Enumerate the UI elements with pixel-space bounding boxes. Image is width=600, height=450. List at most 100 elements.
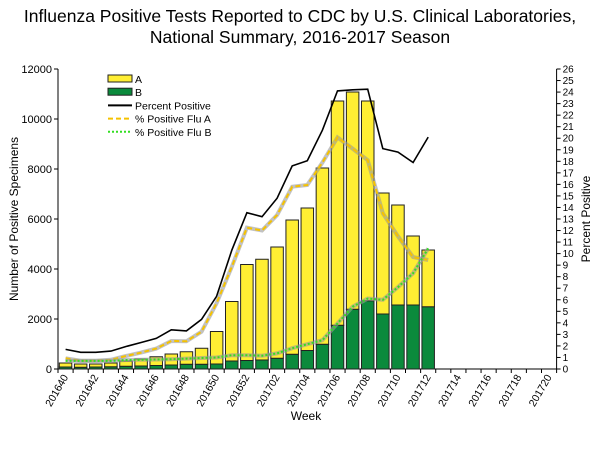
x-tick-label: 201720	[527, 372, 555, 408]
y2-tick-label: 8	[563, 272, 569, 283]
y-tick-label: 8000	[28, 164, 52, 176]
y2-tick-label: 26	[563, 65, 575, 76]
legend-label: Percent Positive	[135, 100, 211, 112]
bar-b	[376, 313, 390, 370]
x-tick-label: 201702	[255, 372, 283, 408]
y2-tick-label: 12	[563, 226, 575, 237]
bar-b	[179, 363, 194, 370]
y2-tick-label: 6	[563, 295, 569, 306]
x-tick-label: 201704	[285, 372, 313, 408]
bar-b	[315, 343, 330, 370]
bar-a	[104, 362, 118, 368]
bar-b	[194, 363, 209, 370]
x-tick-label: 201652	[225, 372, 253, 408]
bar-b	[300, 350, 315, 370]
x-tick-label: 201646	[134, 372, 162, 408]
bar-b	[225, 360, 239, 370]
bar-b	[421, 306, 435, 370]
bar-a	[315, 167, 330, 345]
bar-a	[300, 207, 315, 351]
x-axis-title: Week	[291, 409, 322, 423]
bar-a	[376, 192, 390, 315]
y2-tick-label: 10	[563, 249, 575, 260]
y2-tick-label: 1	[563, 353, 569, 364]
bar-a	[89, 363, 103, 368]
y-axis-title: Number of Positive Specimens	[7, 137, 21, 301]
bar-b	[285, 353, 299, 370]
x-tick-label: 201644	[104, 372, 132, 408]
bar-a	[225, 301, 239, 362]
y2-tick-label: 21	[563, 122, 575, 133]
bar-b	[255, 359, 269, 370]
chart-title-line1: Influenza Positive Tests Reported to CDC…	[23, 6, 577, 26]
bar-a	[330, 100, 345, 326]
y2-axis-title: Percent Positive	[579, 175, 593, 262]
y2-tick-label: 7	[563, 284, 569, 295]
bar-b	[270, 357, 284, 370]
bar-b	[360, 300, 375, 370]
x-tick-label: 201712	[406, 372, 434, 408]
legend-swatch	[107, 87, 133, 96]
y-tick-label: 10000	[21, 114, 52, 126]
x-tick-label: 201642	[73, 372, 101, 408]
bar-a	[285, 219, 299, 355]
x-tick-label: 201718	[497, 372, 525, 408]
bar-b	[406, 304, 420, 370]
y2-tick-label: 2	[563, 341, 569, 352]
x-tick-label: 201708	[345, 372, 373, 408]
y2-tick-label: 4	[563, 318, 569, 329]
legend-label: B	[135, 87, 142, 99]
legend-label: A	[135, 74, 142, 86]
y2-tick-label: 20	[563, 134, 575, 145]
x-tick-label: 201716	[466, 372, 494, 408]
x-tick-label: 201640	[43, 372, 71, 408]
bar-a	[360, 100, 375, 302]
bar-b	[149, 365, 163, 370]
y2-tick-label: 11	[563, 238, 574, 249]
x-tick-label: 201714	[436, 372, 464, 408]
y2-tick-label: 24	[563, 88, 575, 99]
y-tick-label: 4000	[28, 264, 52, 276]
x-tick-label: 201706	[315, 372, 343, 408]
y-tick-label: 2000	[28, 314, 52, 326]
bar-b	[240, 360, 254, 370]
y2-tick-label: 23	[563, 99, 575, 110]
y2-tick-label: 16	[563, 180, 575, 191]
bar-a	[345, 91, 360, 310]
bar-b	[164, 364, 179, 370]
y2-tick-label: 5	[563, 307, 569, 318]
y2-tick-label: 9	[563, 261, 569, 272]
legend-label: % Positive Flu B	[135, 127, 211, 139]
bar-b	[391, 304, 405, 370]
y2-tick-label: 22	[563, 111, 575, 122]
bar-b	[345, 308, 360, 370]
bar-a	[270, 246, 284, 359]
y2-tick-label: 15	[563, 191, 575, 202]
bar-a	[240, 264, 254, 361]
y2-tick-label: 0	[563, 365, 569, 376]
x-tick-label: 201710	[376, 372, 404, 408]
y2-tick-label: 14	[563, 203, 575, 214]
chart-title: Influenza Positive Tests Reported to CDC…	[0, 6, 600, 48]
y-tick-label: 0	[46, 364, 52, 376]
y2-tick-label: 19	[563, 145, 575, 156]
bar-b	[209, 363, 224, 370]
y-tick-label: 12000	[21, 64, 52, 76]
y2-tick-label: 18	[563, 157, 575, 168]
x-tick-label: 201650	[194, 372, 222, 408]
y2-tick-label: 13	[563, 215, 575, 226]
bar-b	[330, 324, 345, 370]
x-tick-label: 201648	[164, 372, 192, 408]
legend-swatch	[107, 74, 133, 83]
line-percent-positive	[65, 88, 429, 354]
y2-tick-label: 17	[563, 168, 575, 179]
legend-label: % Positive Flu A	[135, 114, 211, 126]
y-tick-label: 6000	[28, 214, 52, 226]
bar-a	[58, 362, 73, 368]
y2-tick-label: 25	[563, 76, 575, 87]
y2-tick-label: 3	[563, 330, 569, 341]
bar-a	[73, 363, 88, 368]
bar-a	[255, 258, 269, 361]
line--positive-flu-b	[65, 247, 430, 362]
